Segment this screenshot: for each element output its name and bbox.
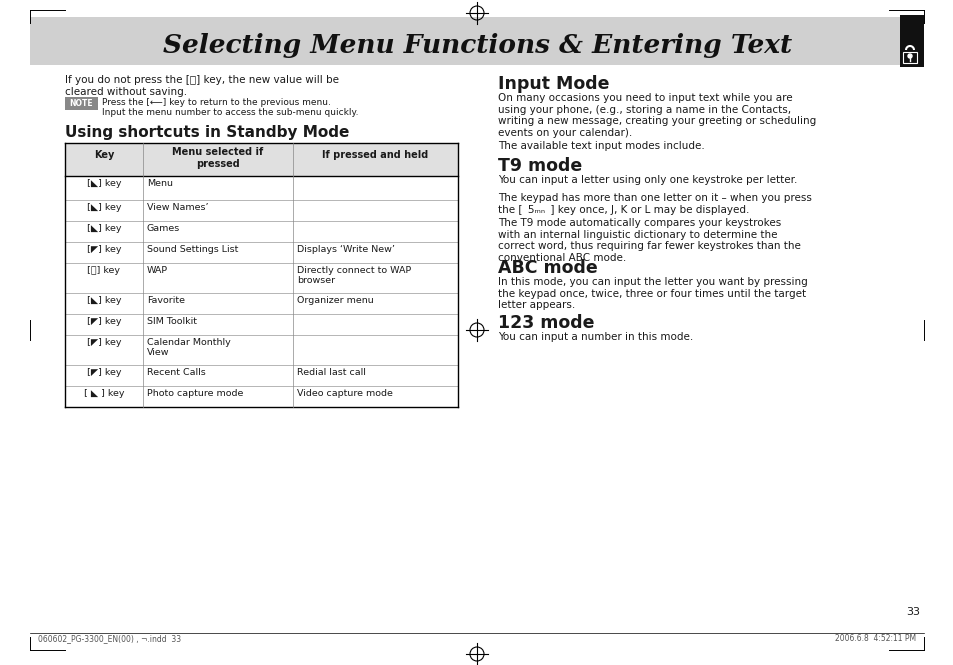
Text: [ ◣ ] key: [ ◣ ] key — [84, 389, 124, 398]
Text: You can input a letter using only one keystroke per letter.: You can input a letter using only one ke… — [497, 175, 797, 185]
Text: 2006.6.8  4:52:11 PM: 2006.6.8 4:52:11 PM — [834, 634, 915, 643]
Text: 33: 33 — [905, 607, 919, 617]
Text: Press the [⟵] key to return to the previous menu.
Input the menu number to acces: Press the [⟵] key to return to the previ… — [102, 98, 358, 118]
Text: [◤] key: [◤] key — [87, 338, 121, 347]
Bar — [899, 15, 923, 67]
Text: SIM Toolkit: SIM Toolkit — [147, 317, 196, 326]
Text: Sound Settings List: Sound Settings List — [147, 245, 238, 254]
Text: Redial last call: Redial last call — [296, 368, 366, 377]
Text: Video capture mode: Video capture mode — [296, 389, 393, 398]
Text: Directly connect to WAP
browser: Directly connect to WAP browser — [296, 266, 411, 285]
Text: 060602_PG-3300_EN(00) , ¬.indd  33: 060602_PG-3300_EN(00) , ¬.indd 33 — [38, 634, 181, 643]
Text: Input Mode: Input Mode — [497, 75, 609, 93]
Text: 123 mode: 123 mode — [497, 314, 594, 332]
Text: Displays ‘Write New’: Displays ‘Write New’ — [296, 245, 395, 254]
Text: Using shortcuts in Standby Mode: Using shortcuts in Standby Mode — [65, 125, 349, 140]
Text: The available text input modes include.: The available text input modes include. — [497, 141, 704, 151]
Text: If pressed and held: If pressed and held — [322, 150, 428, 160]
Circle shape — [907, 54, 911, 58]
Text: Favorite: Favorite — [147, 296, 185, 305]
Text: [◣] key: [◣] key — [87, 296, 121, 305]
Text: [◤] key: [◤] key — [87, 368, 121, 377]
Text: Calendar Monthly
View: Calendar Monthly View — [147, 338, 231, 357]
Text: [◣] key: [◣] key — [87, 179, 121, 188]
Text: T9 mode: T9 mode — [497, 157, 581, 175]
Text: In this mode, you can input the letter you want by pressing
the keypad once, twi: In this mode, you can input the letter y… — [497, 277, 807, 310]
Text: Menu selected if
pressed: Menu selected if pressed — [172, 147, 263, 169]
Text: ABC mode: ABC mode — [497, 259, 598, 277]
Text: WAP: WAP — [147, 266, 168, 275]
Text: Organizer menu: Organizer menu — [296, 296, 374, 305]
Text: [◣] key: [◣] key — [87, 203, 121, 212]
Text: Menu: Menu — [147, 179, 172, 188]
Text: NOTE: NOTE — [70, 99, 93, 108]
Text: The keypad has more than one letter on it – when you press
the [  5ₘₙ  ] key onc: The keypad has more than one letter on i… — [497, 193, 811, 215]
Text: [◤] key: [◤] key — [87, 317, 121, 326]
Text: [◤] key: [◤] key — [87, 245, 121, 254]
Bar — [65, 97, 98, 110]
Text: You can input a number in this mode.: You can input a number in this mode. — [497, 332, 693, 342]
Text: Games: Games — [147, 224, 180, 233]
Text: [⒪] key: [⒪] key — [88, 266, 120, 275]
Text: Photo capture mode: Photo capture mode — [147, 389, 243, 398]
Bar — [65, 143, 457, 176]
Text: Selecting Menu Functions & Entering Text: Selecting Menu Functions & Entering Text — [163, 33, 792, 58]
Text: On many occasions you need to input text while you are
using your phone, (e.g., : On many occasions you need to input text… — [497, 93, 816, 138]
Text: Key: Key — [93, 150, 114, 160]
Text: If you do not press the [⒪] key, the new value will be
cleared without saving.: If you do not press the [⒪] key, the new… — [65, 75, 338, 96]
Text: Recent Calls: Recent Calls — [147, 368, 206, 377]
Bar — [902, 52, 916, 63]
Bar — [30, 17, 899, 65]
Text: [◣] key: [◣] key — [87, 224, 121, 233]
Text: The T9 mode automatically compares your keystrokes
with an internal linguistic d: The T9 mode automatically compares your … — [497, 218, 800, 263]
Text: View Names’: View Names’ — [147, 203, 209, 212]
